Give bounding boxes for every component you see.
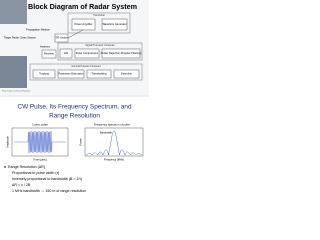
bullet-dot bbox=[4, 166, 6, 168]
group-label: Signal Processor Computer bbox=[85, 44, 114, 47]
bullet: Proportional to pulse width (τ) bbox=[12, 171, 59, 175]
x-axis-label: Frequency (MHz) bbox=[104, 158, 124, 162]
slide2-title: CW Pulse, Its Frequency Spectrum, and bbox=[17, 104, 131, 111]
node bbox=[113, 69, 140, 79]
node-label: Waveform Generator bbox=[102, 22, 126, 26]
node-label: Parameter Estimation bbox=[59, 72, 84, 76]
node-label: Clutter Rejection (Doppler Filtering) bbox=[101, 51, 142, 55]
node-label: T/R Switch bbox=[55, 36, 68, 40]
y-axis-label: Amplitude bbox=[6, 136, 10, 148]
x-axis-label: Time (μsec) bbox=[33, 158, 47, 162]
y-axis-label: Power bbox=[79, 138, 83, 145]
node-label: Tracking bbox=[39, 72, 49, 76]
bullet: Range Resolution (ΔR) bbox=[8, 165, 45, 169]
connector bbox=[67, 29, 84, 39]
radar-photo bbox=[0, 0, 27, 24]
label: Propagation Medium bbox=[26, 28, 50, 32]
node-label: Thresholding bbox=[92, 72, 108, 76]
label: Antenna bbox=[40, 45, 50, 49]
node-label: Pulse Compression bbox=[76, 51, 99, 55]
bullet: 1 MHz bandwidth ⇔ 150 m of range resolut… bbox=[12, 189, 86, 193]
group-label: General Purpose Computer bbox=[71, 65, 100, 68]
node bbox=[101, 48, 141, 59]
annotation: Bandwidth bbox=[100, 131, 113, 135]
slide2-title: Range Resolution bbox=[49, 113, 100, 120]
spectrum-curve bbox=[85, 130, 143, 156]
slide1-title: Block Diagram of Radar System bbox=[28, 2, 137, 11]
node bbox=[41, 49, 57, 59]
bullet: Inversely proportional to bandwidth (B =… bbox=[12, 177, 82, 181]
node bbox=[101, 18, 128, 31]
node bbox=[86, 69, 112, 79]
group-label: Transmitter bbox=[93, 14, 105, 17]
node bbox=[57, 69, 85, 79]
node-label: A/D bbox=[64, 51, 68, 55]
group-box bbox=[29, 63, 143, 81]
node-label: Power Amplifier bbox=[74, 22, 92, 26]
plot-title: 1 μsec pulse bbox=[32, 123, 48, 127]
node bbox=[59, 48, 73, 59]
bullet: ΔR = c / 2B bbox=[12, 183, 31, 187]
label: Target Radar Cross Section bbox=[4, 36, 36, 40]
node-label: Receiver bbox=[44, 52, 54, 56]
node bbox=[71, 18, 96, 31]
plot-frame bbox=[84, 127, 144, 157]
group-box bbox=[67, 12, 131, 34]
photo-credit: Photo Image Courtesy of Raytheon bbox=[2, 89, 30, 92]
node-label: Detection bbox=[121, 72, 133, 76]
pulse-wave bbox=[14, 130, 66, 154]
node bbox=[74, 48, 100, 59]
group-box bbox=[57, 42, 143, 61]
radar-photo bbox=[0, 56, 27, 88]
plot-title: Frequency spectrum of pulse bbox=[94, 123, 131, 127]
node bbox=[32, 69, 56, 79]
page: Block Diagram of Radar System Transmitte… bbox=[0, 0, 149, 193]
